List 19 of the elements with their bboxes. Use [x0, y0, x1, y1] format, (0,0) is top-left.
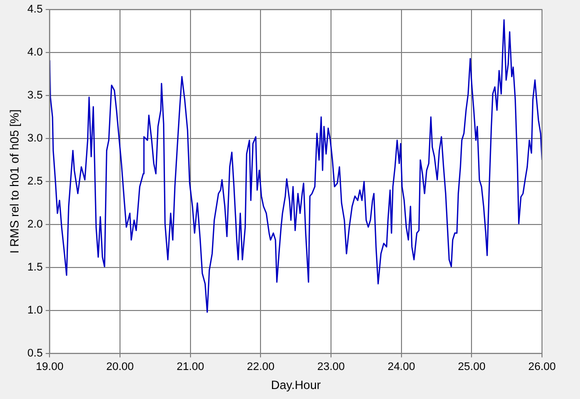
x-tick-label: 25.00 [458, 361, 486, 374]
x-tick-label: 20.00 [106, 361, 134, 374]
y-tick-label: 4.0 [27, 46, 43, 59]
y-tick-label: 2.5 [27, 176, 43, 188]
y-tick-label: 0.5 [27, 347, 43, 360]
y-tick-label: 2.0 [27, 218, 43, 231]
y-axis-title: I RMS rel to h01 of h05 [%] [8, 109, 22, 254]
y-tick-label: 3.5 [27, 90, 43, 102]
y-tick-label: 1.5 [27, 261, 43, 274]
y-tick-label: 4.5 [27, 4, 43, 16]
x-tick-label: 24.00 [388, 361, 416, 374]
x-tick-label: 26.00 [528, 361, 556, 374]
x-tick-label: 23.00 [317, 361, 345, 374]
x-axis-title: Day.Hour [270, 378, 321, 392]
x-tick-label: 19.00 [36, 361, 64, 374]
y-tick-label: 3.0 [27, 132, 43, 145]
x-tick-label: 21.00 [176, 361, 204, 374]
y-tick-label: 1.0 [27, 304, 43, 316]
x-tick-label: 22.00 [246, 361, 274, 374]
